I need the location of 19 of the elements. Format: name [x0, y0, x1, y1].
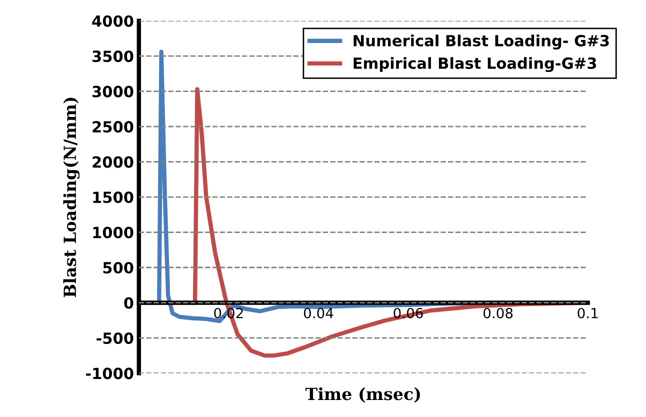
y-tick-label: 0	[124, 297, 134, 309]
x-tick-label: 0.04	[304, 308, 334, 318]
y-tick-label: 1500	[93, 192, 134, 204]
y-tick-label: -1000	[86, 368, 134, 380]
x-tick-label: 0.06	[394, 308, 423, 318]
legend-label: Numerical Blast Loading- G#3	[354, 34, 609, 50]
y-tick-label: 3500	[92, 50, 134, 62]
y-tick-label: 500	[103, 262, 134, 274]
x-tick-label: 0.1	[578, 308, 598, 318]
x-axis-title: Time (msec)	[305, 387, 420, 403]
y-axis-title: Blast Loading(N/mm)	[63, 98, 80, 298]
y-tick-label: 3000	[92, 86, 134, 98]
y-tick-label: 1000	[93, 226, 134, 238]
y-tick-label: 2000	[92, 156, 134, 168]
y-tick-label: 4000	[92, 15, 134, 27]
x-tick-label: 0.08	[484, 308, 513, 318]
legend-label: Empirical Blast Loading-G#3	[354, 57, 596, 72]
y-tick-label: 2500	[92, 121, 134, 133]
y-tick-label: -500	[96, 332, 134, 344]
